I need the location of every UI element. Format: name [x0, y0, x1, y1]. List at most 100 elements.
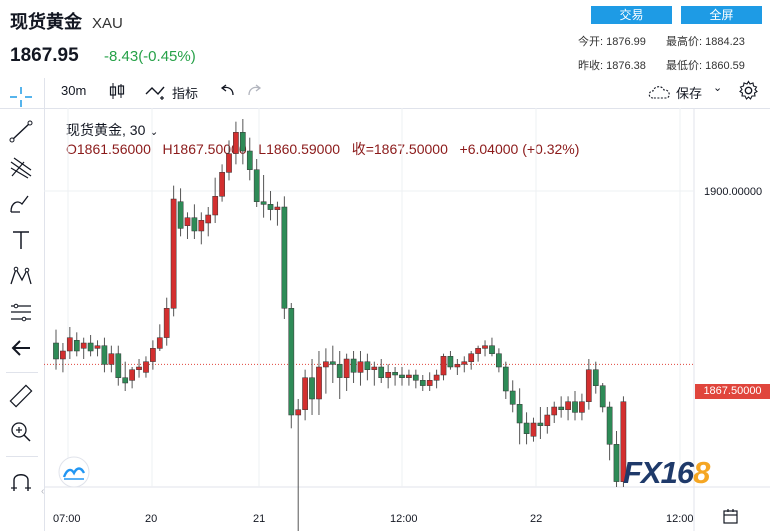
calendar-go-icon[interactable]	[722, 508, 740, 526]
candle-body	[323, 361, 329, 368]
candle-body	[336, 364, 343, 378]
time-tick-label: 20	[145, 513, 158, 525]
trend-line-icon[interactable]	[8, 120, 34, 144]
magnet-icon[interactable]	[8, 470, 34, 494]
candle-body	[613, 444, 620, 482]
indicators-button[interactable]: 指标	[172, 86, 199, 101]
drawing-toolbar	[0, 78, 45, 531]
candle-body	[101, 345, 108, 365]
candle-body	[454, 364, 461, 368]
time-tick-label: 21	[253, 513, 266, 525]
open-label: 今开:	[578, 36, 604, 48]
save-button[interactable]: 保存	[676, 86, 703, 101]
candle-body	[599, 385, 606, 408]
time-tick-label: 22	[530, 513, 543, 525]
candle-body	[551, 406, 558, 416]
candle-body	[170, 198, 177, 309]
instrument-code: XAU	[92, 15, 123, 32]
candle-body	[357, 361, 364, 373]
grid	[44, 108, 694, 487]
candle-body	[343, 358, 350, 378]
symbol-interval: 现货黄金, 30	[66, 122, 146, 138]
settings-icon[interactable]	[738, 80, 759, 101]
page-title: 现货黄金 XAU	[10, 8, 123, 34]
brush-icon[interactable]	[8, 192, 34, 216]
ruler-icon[interactable]	[8, 384, 34, 408]
fx168-watermark: FX168	[623, 455, 710, 491]
pitchfork-icon[interactable]	[8, 156, 34, 180]
chevron-down-icon[interactable]: ⌄	[713, 82, 723, 94]
candle-body	[461, 361, 468, 365]
current-price-tag: 1867.50000	[695, 384, 770, 399]
measure-icon[interactable]	[8, 300, 34, 324]
high-value: 1884.23	[705, 36, 745, 48]
ohlc-legend: O1861.56000 H1867.50000 L1860.59000 收=18…	[66, 139, 579, 159]
interval-selector[interactable]: 30m	[61, 83, 87, 98]
candle-body	[316, 366, 322, 400]
high-stat: 最高价: 1884.23	[666, 33, 745, 49]
tool-divider	[6, 456, 38, 457]
candle-body	[426, 380, 433, 386]
prev-close-stat: 昨收: 1876.38	[578, 57, 646, 73]
low-stat: 最低价: 1860.59	[666, 57, 745, 73]
crosshair-icon[interactable]	[8, 85, 34, 109]
candle-body	[205, 214, 212, 224]
fullscreen-button[interactable]: 全屏	[681, 6, 762, 24]
candle-body	[412, 374, 419, 381]
cloud-icon[interactable]	[647, 83, 673, 101]
candle-type-icon[interactable]	[108, 81, 126, 101]
candle-body	[579, 401, 585, 413]
candle-body	[295, 409, 302, 416]
candle-body	[544, 414, 551, 426]
candle-body	[136, 366, 142, 370]
candle-body	[184, 217, 191, 226]
chart-symbol-label[interactable]: 现货黄金, 30 ⌄	[66, 120, 158, 140]
pattern-icon[interactable]	[8, 264, 34, 288]
indicator-icon[interactable]	[144, 82, 170, 100]
candle-body	[233, 132, 239, 154]
collapse-toolbar-icon[interactable]: ‹	[41, 486, 45, 497]
legend-high: H1867.50000	[162, 141, 247, 157]
open-stat: 今开: 1876.99	[578, 33, 646, 49]
candle-body	[516, 404, 523, 424]
candle-body	[156, 337, 163, 349]
candle-body	[226, 153, 232, 173]
candle-body	[399, 374, 405, 378]
candle-body	[288, 308, 295, 416]
candles	[53, 119, 627, 531]
trade-button[interactable]: 交易	[591, 6, 672, 24]
watermark-eight: 8	[693, 455, 710, 490]
candle-body	[585, 369, 592, 402]
candle-body	[475, 348, 481, 354]
candle-body	[94, 345, 101, 349]
candle-body	[108, 353, 115, 365]
candle-body	[246, 150, 253, 170]
candle-body	[502, 366, 509, 392]
time-tick-label: 12:00	[666, 513, 694, 525]
undo-icon[interactable]	[218, 83, 236, 99]
candle-body	[523, 422, 530, 434]
zoom-in-icon[interactable]	[8, 420, 34, 444]
candle-body	[447, 356, 454, 368]
prev-close-label: 昨收:	[578, 60, 604, 72]
low-value: 1860.59	[705, 60, 745, 72]
legend-low: L1860.59000	[258, 141, 341, 157]
legend-close: 收=1867.50000	[351, 141, 448, 157]
candle-body	[87, 342, 94, 352]
candle-body	[191, 217, 198, 232]
tradingview-logo-icon[interactable]	[58, 456, 90, 488]
candle-body	[433, 374, 440, 381]
text-icon[interactable]	[8, 228, 34, 252]
back-arrow-icon[interactable]	[8, 336, 34, 360]
candle-body	[440, 356, 447, 376]
low-label: 最低价:	[666, 60, 703, 72]
time-tick-label: 07:00	[53, 513, 81, 525]
redo-icon[interactable]	[246, 83, 264, 99]
candle-body	[163, 308, 170, 338]
candle-body	[267, 204, 274, 210]
candle-body	[419, 380, 426, 386]
candle-body	[73, 340, 80, 352]
candle-body	[468, 353, 475, 362]
price-tick-label: 1900.00000	[704, 186, 763, 198]
